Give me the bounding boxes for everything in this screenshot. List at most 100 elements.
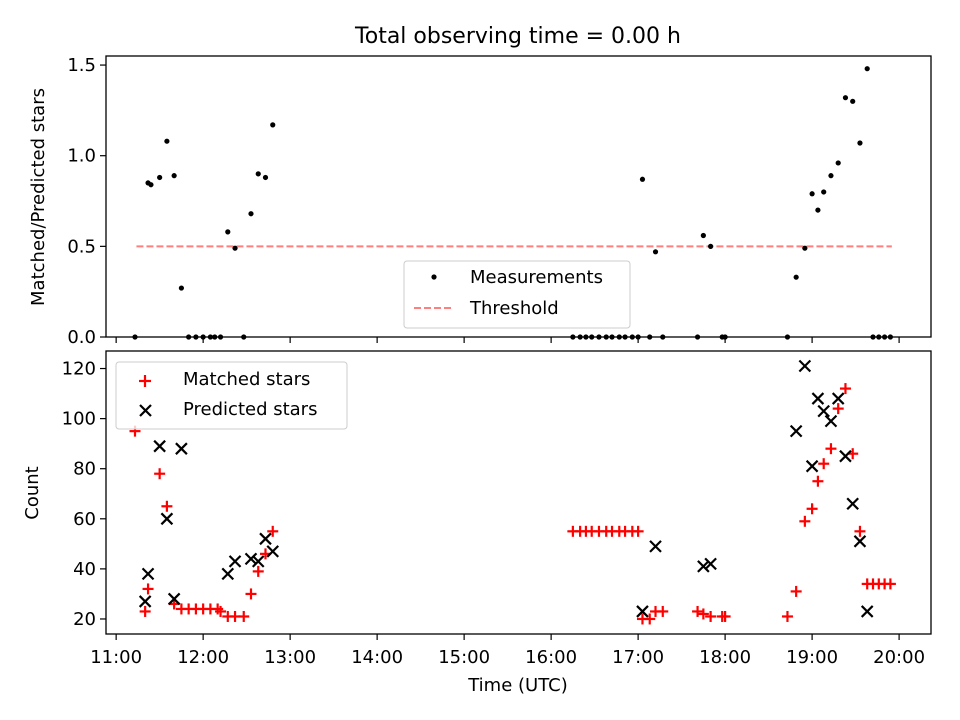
y-tick-label: 1.0 <box>67 146 96 167</box>
y-tick-label: 40 <box>73 559 96 580</box>
predicted-point <box>831 392 845 405</box>
top-legend[interactable]: Measurements Threshold <box>403 260 631 329</box>
bottom-x-axis: 11:00 12:00 13:00 14:00 15:00 16:00 17:00 18:00… <box>90 634 925 668</box>
predicted-point <box>789 424 803 438</box>
y-tick-label: 60 <box>73 509 96 530</box>
bottom-legend[interactable]: Matched stars Predicted stars <box>115 361 348 430</box>
top-axes-frame <box>105 55 932 338</box>
matched-point <box>139 605 151 617</box>
bottom-y-axis-label: Count <box>22 466 43 519</box>
bottom-y-axis: 20 40 60 80 100 120 <box>62 359 106 630</box>
predicted-point <box>244 552 258 566</box>
matched-point <box>238 610 250 622</box>
matched-point <box>657 605 669 617</box>
predicted-point <box>649 540 662 553</box>
measurement-point <box>700 232 706 239</box>
matched-point <box>161 500 173 512</box>
matched-point <box>884 578 896 590</box>
bottom-legend-box <box>115 361 348 430</box>
measurement-point <box>225 229 231 235</box>
top-x-ticks <box>115 337 900 343</box>
matched-point <box>790 585 802 597</box>
x-tick-label: 13:00 <box>264 647 316 668</box>
predicted-point <box>805 459 819 473</box>
bottom-axes-frame <box>105 350 932 635</box>
top-chart: 0.0 0.5 1.0 1.5 Matched/Predicted stars Mea… <box>28 55 932 348</box>
bottom-chart: 20 40 60 80 100 120 11:00 12:00 13:00 14:00 15:00… <box>22 350 932 696</box>
matched-point <box>245 588 257 600</box>
legend-measurements-marker <box>431 274 437 280</box>
measurement-point <box>835 160 841 166</box>
x-tick-label: 16:00 <box>525 647 577 668</box>
matched-point <box>799 515 811 527</box>
predicted-point <box>860 605 874 618</box>
predicted-point <box>138 595 152 608</box>
matched-point <box>812 475 824 487</box>
top-legend-box <box>403 260 631 329</box>
legend-predicted-marker <box>139 404 152 417</box>
measurement-point <box>248 211 254 217</box>
matched-point <box>644 613 656 625</box>
matched-point <box>825 443 837 455</box>
measurement-point <box>178 285 184 291</box>
measurement-point <box>270 122 276 128</box>
x-tick-label: 18:00 <box>699 647 751 668</box>
bottom-plot-area <box>129 359 896 625</box>
legend-predicted-label: Predicted stars <box>183 399 317 420</box>
matched-point <box>267 525 279 537</box>
matched-point <box>781 610 793 622</box>
measurement-point <box>255 171 261 177</box>
predicted-point <box>846 497 859 511</box>
top-y-axis-label: Matched/Predicted stars <box>28 88 49 306</box>
x-tick-label: 11:00 <box>90 647 142 668</box>
measurement-point <box>793 274 799 280</box>
measurement-point <box>232 245 238 251</box>
legend-measurements-label: Measurements <box>470 267 603 288</box>
predicted-point <box>251 555 265 568</box>
legend-matched-marker <box>139 375 151 387</box>
x-tick-label: 19:00 <box>786 647 838 668</box>
measurement-point <box>809 191 815 197</box>
predicted-point <box>697 560 710 573</box>
measurement-point <box>262 174 269 181</box>
measurement-point <box>171 173 177 179</box>
x-tick-label: 20:00 <box>873 647 925 668</box>
predicted-point <box>839 449 852 463</box>
matched-point <box>854 525 866 537</box>
measurement-point <box>802 245 808 251</box>
matched-point <box>154 468 166 480</box>
predicted-point <box>153 439 166 453</box>
measurement-point <box>164 138 170 144</box>
predicted-point <box>167 592 181 606</box>
predicted-point <box>141 567 155 581</box>
predicted-point <box>228 555 242 568</box>
predicted-point <box>259 532 272 546</box>
measurement-point <box>815 207 821 213</box>
y-tick-label: 120 <box>62 359 96 380</box>
measurement-point <box>864 66 870 72</box>
matched-point <box>252 565 264 577</box>
matched-point <box>142 583 154 595</box>
matched-point <box>818 458 830 470</box>
x-tick-label: 12:00 <box>177 647 229 668</box>
matched-point <box>719 610 731 622</box>
predicted-point <box>817 404 830 418</box>
bottom-x-axis-label: Time (UTC) <box>467 675 568 696</box>
matched-point <box>832 403 844 415</box>
matched-point <box>215 605 227 617</box>
measurement-point <box>821 189 827 195</box>
matched-point <box>632 525 644 537</box>
measurement-point <box>857 140 863 146</box>
legend-threshold-label: Threshold <box>469 298 559 319</box>
measurement-point <box>157 174 163 181</box>
x-tick-label: 17:00 <box>612 647 664 668</box>
top-chart-title: Total observing time = 0.00 h <box>354 24 681 49</box>
y-tick-label: 1.5 <box>67 55 96 76</box>
matched-point <box>705 610 717 622</box>
y-tick-label: 20 <box>73 609 96 630</box>
measurement-point <box>148 182 154 188</box>
matched-point <box>692 605 704 617</box>
y-tick-label: 0.5 <box>67 236 96 257</box>
top-y-axis: 0.0 0.5 1.0 1.5 <box>67 55 106 348</box>
